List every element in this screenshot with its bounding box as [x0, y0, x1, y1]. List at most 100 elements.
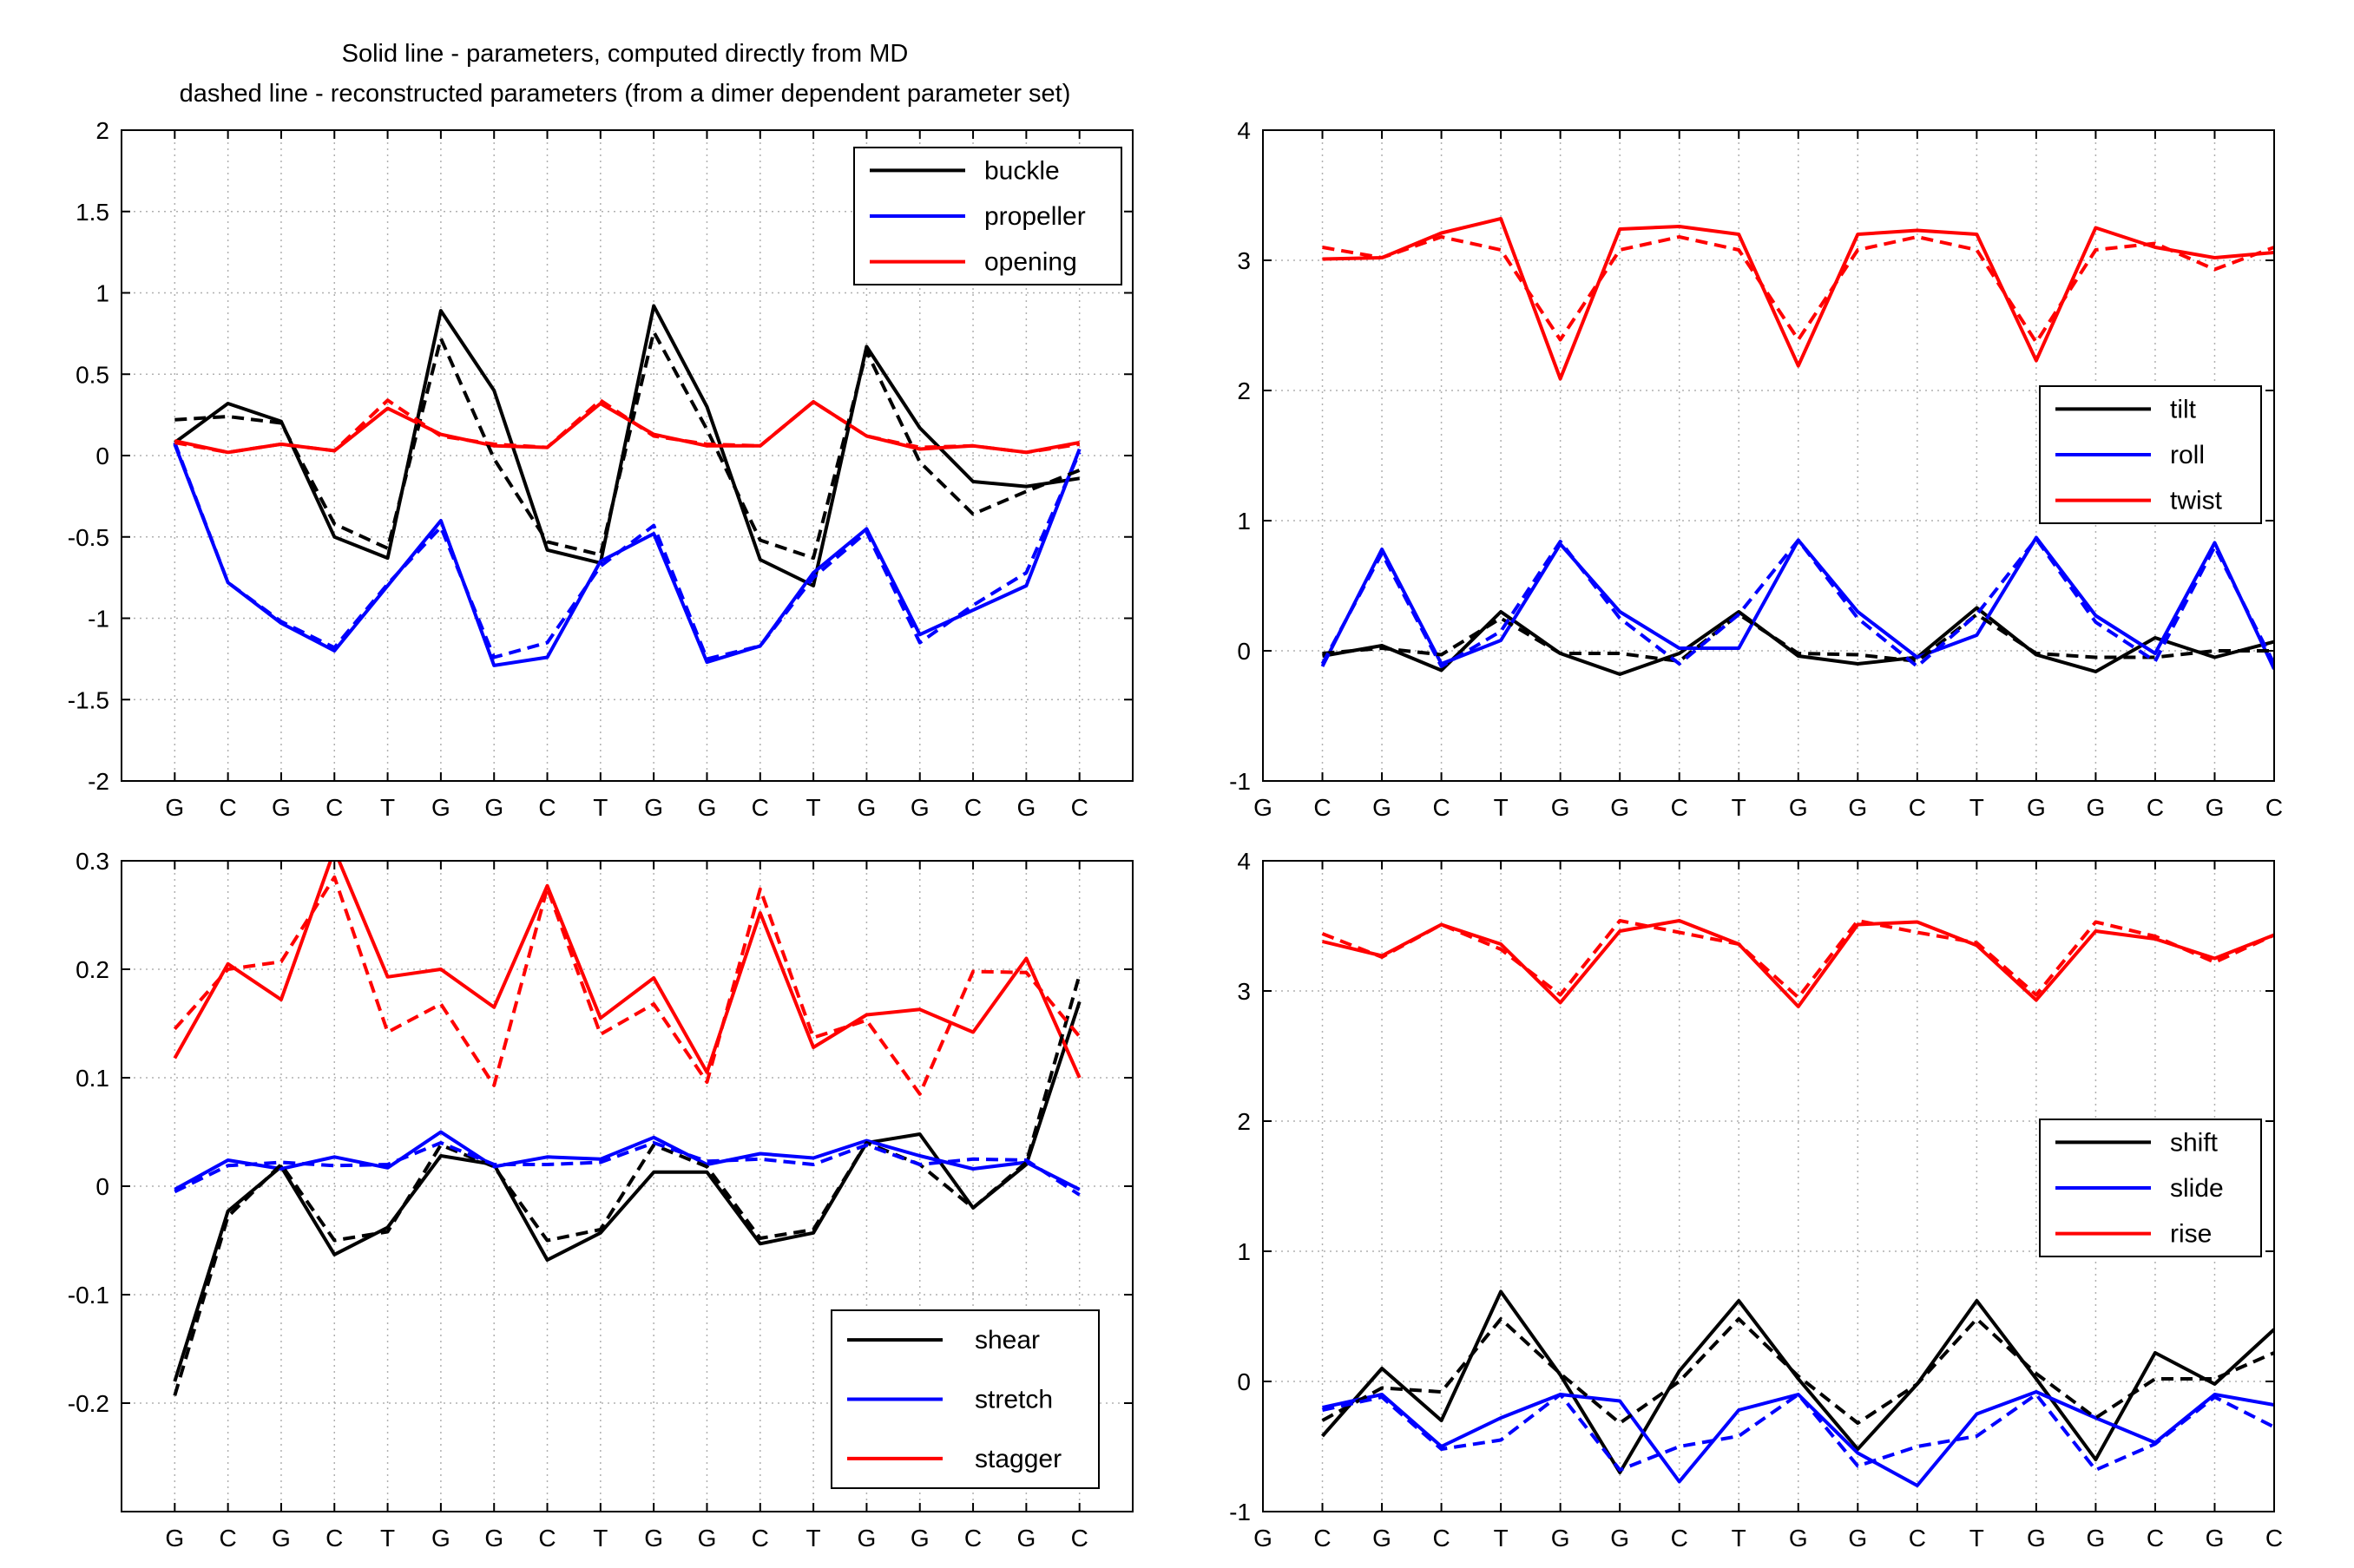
- x-tick-label: T: [593, 794, 608, 821]
- x-tick-label: T: [1969, 1525, 1984, 1552]
- x-tick-label: T: [1494, 794, 1509, 821]
- x-tick-label: C: [1671, 794, 1688, 821]
- x-tick-label: C: [2147, 1525, 2164, 1552]
- x-tick-label: C: [1909, 1525, 1926, 1552]
- buckle-propeller-opening-panel: -2 -1.5 -1 -0.5 0 0.5 1 1.5 2 G C G C T G G C T G G C T G G C G Cb…: [68, 117, 1134, 821]
- x-tick-label: G: [858, 794, 877, 821]
- y-tick-label: -2: [88, 768, 109, 795]
- reconstructed-dashed-line: [174, 398, 1081, 455]
- y-tick-label: 0.1: [76, 1065, 109, 1092]
- twist-line: [1322, 217, 2274, 381]
- x-tick-label: G: [272, 794, 291, 821]
- x-tick-label: C: [2147, 794, 2164, 821]
- x-tick-label: G: [911, 794, 930, 821]
- y-tick-label: 2: [95, 117, 109, 144]
- x-tick-label: T: [1969, 794, 1984, 821]
- legend-label-propeller: propeller: [984, 202, 1086, 231]
- rise-line: [1322, 919, 2274, 1008]
- axes-frame: [1262, 129, 2275, 782]
- x-tick-label: G: [911, 1525, 930, 1552]
- figure-title-line-2: dashed line - reconstructed parameters (…: [180, 80, 1071, 108]
- x-tick-label: G: [1789, 1525, 1808, 1552]
- x-tick-label: G: [1372, 794, 1391, 821]
- shift-line: [1320, 1289, 2274, 1474]
- x-tick-label: C: [1071, 1525, 1088, 1552]
- x-tick-label: G: [1016, 794, 1036, 821]
- x-tick-label: G: [1848, 794, 1867, 821]
- legend-label-stagger: stagger: [975, 1445, 1062, 1473]
- x-tick-label: C: [2265, 794, 2283, 821]
- x-tick-label: T: [1494, 1525, 1509, 1552]
- series-group: [1320, 217, 2274, 676]
- x-tick-label: C: [752, 794, 769, 821]
- x-tick-label: C: [1432, 1525, 1450, 1552]
- legend-label-rise: rise: [2170, 1220, 2212, 1249]
- y-tick-label: 0: [1237, 1368, 1251, 1395]
- x-tick-label: G: [698, 1525, 717, 1552]
- y-tick-label: 0: [95, 443, 109, 469]
- reconstructed-dashed-line: [1322, 235, 2274, 344]
- x-tick-label: T: [593, 1525, 608, 1552]
- reconstructed-dashed-line: [174, 1141, 1081, 1197]
- x-tick-label: T: [380, 794, 395, 821]
- x-tick-label: C: [1313, 794, 1331, 821]
- buckle-line: [174, 304, 1080, 587]
- x-tick-label: G: [431, 1525, 450, 1552]
- axes-frame: [1262, 860, 2275, 1512]
- tilt-line: [1322, 606, 2274, 676]
- reconstructed-dashed-line: [1320, 537, 2274, 668]
- y-tick-label: 4: [1237, 117, 1251, 144]
- legend-label-tilt: tilt: [2170, 395, 2197, 423]
- x-tick-label: G: [484, 794, 503, 821]
- y-tick-label: -0.5: [68, 524, 109, 551]
- reconstructed-dashed-line: [1322, 1393, 2274, 1472]
- y-tick-label: 1: [95, 280, 109, 307]
- reconstructed-dashed-line: [173, 875, 1082, 1096]
- y-tick-label: 0.2: [76, 956, 109, 983]
- legend-label-opening: opening: [984, 248, 1077, 277]
- x-tick-label: T: [806, 794, 821, 821]
- x-tick-label: G: [1551, 794, 1570, 821]
- y-tick-label: -1: [1229, 1499, 1251, 1525]
- legend-label-twist: twist: [2170, 487, 2223, 515]
- x-tick-label: C: [220, 794, 237, 821]
- x-tick-label: C: [1671, 1525, 1688, 1552]
- reconstructed-dashed-line: [174, 330, 1081, 561]
- x-tick-label: G: [1551, 1525, 1570, 1552]
- x-tick-label: G: [165, 794, 184, 821]
- x-tick-label: C: [1313, 1525, 1331, 1552]
- x-tick-label: G: [858, 1525, 877, 1552]
- x-tick-label: C: [538, 794, 556, 821]
- x-tick-label: C: [1071, 794, 1088, 821]
- propeller-line: [173, 443, 1082, 667]
- series-group: [173, 304, 1082, 667]
- y-tick-label: -1: [1229, 768, 1251, 795]
- x-tick-label: G: [2087, 794, 2106, 821]
- x-tick-label: G: [484, 1525, 503, 1552]
- y-tick-label: 0: [1237, 638, 1251, 665]
- x-tick-label: C: [1909, 794, 1926, 821]
- y-tick-label: -0.1: [68, 1282, 109, 1309]
- y-tick-label: 0.3: [76, 848, 109, 875]
- y-tick-label: -0.2: [68, 1390, 109, 1417]
- legend-label-shear: shear: [975, 1326, 1040, 1355]
- x-tick-label: G: [272, 1525, 291, 1552]
- stagger-line: [173, 861, 1082, 1079]
- x-tick-label: G: [1610, 1525, 1629, 1552]
- legend-label-roll: roll: [2170, 441, 2205, 469]
- x-tick-label: C: [538, 1525, 556, 1552]
- x-tick-label: G: [1610, 794, 1629, 821]
- y-tick-label: 2: [1237, 1108, 1251, 1135]
- x-tick-label: T: [1732, 1525, 1746, 1552]
- reconstructed-dashed-line: [1321, 919, 2274, 1000]
- series-group: [1320, 919, 2274, 1487]
- figure-title-line-1: Solid line - parameters, computed direct…: [342, 40, 909, 68]
- legend-label-shift: shift: [2170, 1128, 2219, 1157]
- y-tick-label: 1: [1237, 1238, 1251, 1265]
- y-tick-label: 1.5: [76, 199, 109, 226]
- x-tick-label: G: [1848, 1525, 1867, 1552]
- y-tick-label: 0.5: [76, 361, 109, 388]
- x-tick-label: G: [431, 794, 450, 821]
